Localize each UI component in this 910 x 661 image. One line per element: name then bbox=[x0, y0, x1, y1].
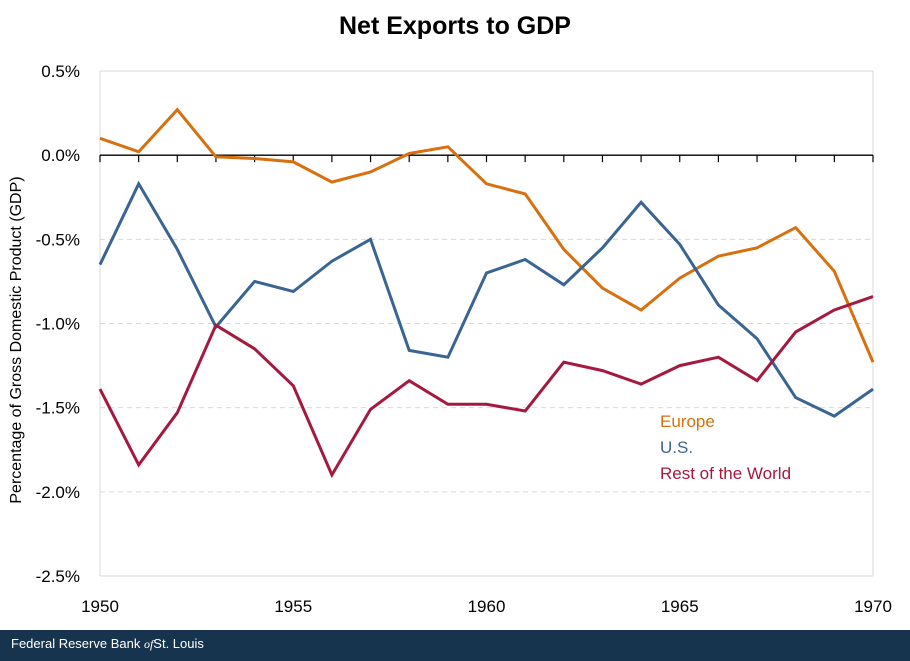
y-tick-label: -1.0% bbox=[36, 315, 80, 334]
x-tick-label: 1960 bbox=[468, 597, 506, 616]
y-tick-label: -0.5% bbox=[36, 230, 80, 249]
legend-entry: U.S. bbox=[660, 438, 693, 457]
x-tick-label: 1970 bbox=[854, 597, 892, 616]
footer-banner: Federal Reserve Bank ofSt. Louis bbox=[0, 630, 910, 661]
series-line-europe bbox=[99, 107, 875, 363]
y-tick-label: -2.5% bbox=[36, 567, 80, 586]
series-lines bbox=[98, 107, 875, 479]
series-line-u-s bbox=[98, 180, 874, 418]
line-chart: 0.5% 0.0% -0.5% -1.0% -1.5% -2.0% -2.5%1950 195… bbox=[8, 62, 892, 616]
footer-suffix: St. Louis bbox=[153, 636, 204, 651]
x-tick-label: 1955 bbox=[274, 597, 312, 616]
footer-prefix: Federal Reserve Bank bbox=[11, 636, 144, 651]
grid-lines bbox=[100, 238, 873, 493]
y-axis-label: Percentage of Gross Domestic Product (GD… bbox=[8, 176, 25, 503]
tick-labels: 0.5% 0.0% -0.5% -1.0% -1.5% -2.0% -2.5%1950 195… bbox=[36, 62, 892, 616]
y-tick-label: -1.5% bbox=[36, 399, 80, 418]
legend: Europe U.S. Rest of the World bbox=[660, 412, 791, 483]
y-tick-label: -2.0% bbox=[36, 483, 80, 502]
x-tick-label: 1950 bbox=[81, 597, 119, 616]
footer-text: Federal Reserve Bank ofSt. Louis bbox=[11, 636, 204, 652]
x-tick-label: 1965 bbox=[661, 597, 699, 616]
legend-entry: Rest of the World bbox=[660, 464, 791, 483]
series-line-rest-of-the-world bbox=[98, 295, 874, 479]
legend-entry: Europe bbox=[660, 412, 715, 431]
chart-title: Net Exports to GDP bbox=[339, 12, 571, 40]
y-tick-label: 0.0% bbox=[41, 146, 80, 165]
y-tick-label: 0.5% bbox=[41, 62, 80, 81]
footer-of: of bbox=[143, 637, 154, 651]
